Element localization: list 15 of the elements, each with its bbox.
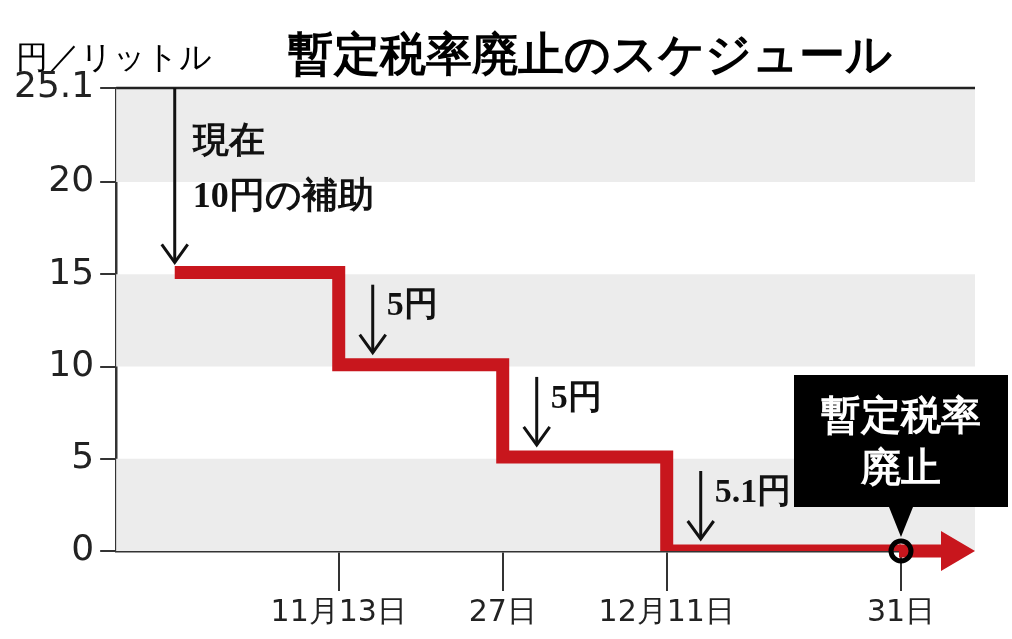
x-tick-label: 12月11日 [598, 592, 735, 628]
y-tick-label: 15 [48, 250, 95, 292]
annotation: 5円 [386, 285, 438, 323]
annotation: 暫定税率廃止 [794, 375, 1008, 507]
annotation: 現在 10円の補助 [191, 120, 374, 216]
x-tick-label: 27日 [468, 592, 537, 628]
y-tick-label: 10 [48, 342, 95, 384]
annotation: 5.1円 [714, 471, 792, 509]
x-tick-label: 31日 [866, 592, 936, 628]
chart-title: 暫定税率廃止のスケジュール [288, 26, 892, 83]
y-tick-label: 20 [48, 158, 95, 200]
y-tick-label: 0 [71, 527, 95, 569]
y-tick-label: 5 [71, 435, 95, 477]
annotation: 5円 [550, 377, 602, 415]
x-tick-label: 11月13日 [270, 592, 407, 628]
